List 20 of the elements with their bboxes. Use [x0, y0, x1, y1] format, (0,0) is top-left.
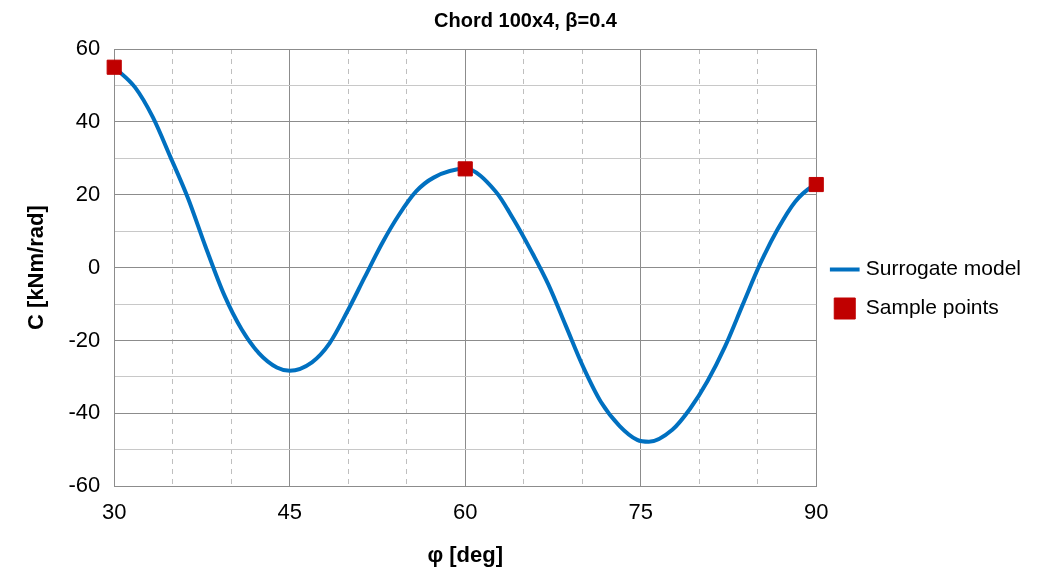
x-axis-title: φ [deg]	[427, 541, 504, 567]
y-tick-label: 60	[75, 35, 101, 61]
y-tick-label: 40	[75, 107, 101, 133]
x-tick-label: 30	[101, 499, 127, 525]
y-tick-label: 0	[87, 253, 101, 279]
y-axis-title: C [kNm/rad]	[23, 205, 49, 330]
y-tick-label: 20	[75, 180, 101, 206]
point	[106, 59, 122, 75]
x-tick-label: 75	[628, 499, 653, 525]
x-tick-label: 90	[804, 499, 829, 525]
y-tick-label: -60	[68, 472, 101, 498]
y-tick-label: -20	[68, 326, 101, 352]
point	[808, 176, 824, 193]
x-tick-label: 45	[277, 499, 302, 525]
chart-title: Chord 100x4, β=0.4	[434, 8, 618, 31]
x-tick-label: 60	[452, 499, 478, 525]
legend-label: Sample points	[865, 295, 999, 319]
y-tick-label: -40	[68, 399, 101, 425]
point	[457, 161, 473, 177]
legend-label: Surrogate model	[865, 256, 1022, 280]
